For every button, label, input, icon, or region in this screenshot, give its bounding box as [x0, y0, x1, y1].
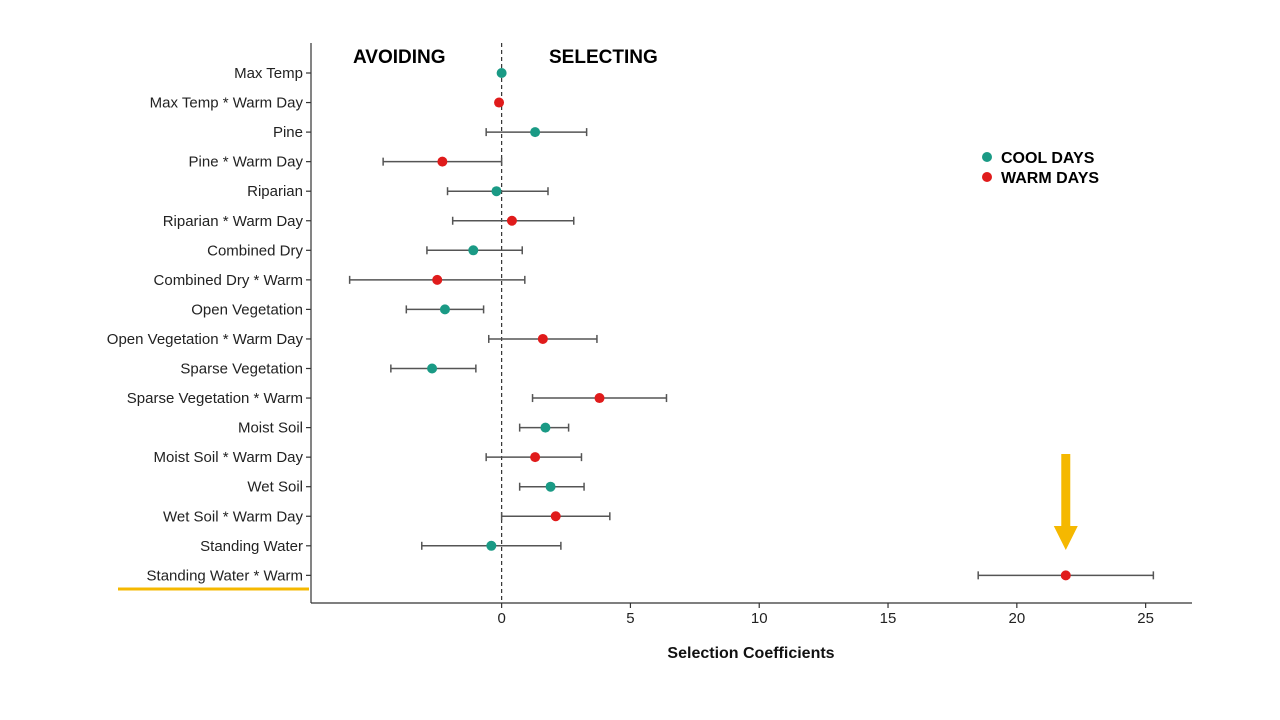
category-label: Sparse Vegetation * Warm — [127, 390, 303, 407]
category-label: Wet Soil * Warm Day — [163, 508, 304, 525]
cool-day-point — [491, 186, 502, 197]
x-axis-ticks: 0 5 10 15 20 25 — [497, 603, 1154, 627]
category-label: Pine — [273, 124, 303, 141]
cool-day-point — [545, 481, 556, 492]
category-label: Moist Soil — [238, 420, 303, 437]
highlight-arrow-head — [1053, 526, 1078, 550]
category-label: Pine * Warm Day — [189, 154, 304, 171]
category-label: Combined Dry — [207, 242, 303, 259]
x-tick-label: 25 — [1137, 610, 1154, 627]
cool-day-point — [468, 245, 479, 256]
warm-day-point — [506, 215, 517, 226]
category-label: Max Temp — [234, 65, 303, 82]
category-label: Max Temp * Warm Day — [150, 95, 304, 112]
cool-day-point — [427, 363, 438, 374]
warm-day-point — [494, 97, 505, 108]
cool-day-point — [496, 68, 507, 78]
category-label: Standing Water — [200, 538, 303, 555]
legend: COOL DAYS WARM DAYS — [982, 150, 1099, 187]
warm-day-point — [530, 452, 541, 463]
region-label-avoiding: AVOIDING — [353, 47, 446, 68]
legend-marker-warm — [982, 172, 992, 182]
legend-label-cool: COOL DAYS — [1001, 150, 1095, 167]
warm-day-point — [550, 511, 561, 522]
warm-day-point — [432, 274, 443, 285]
category-labels: Max Temp Max Temp * Warm Day Pine Pine * Wa… — [107, 65, 311, 584]
region-label-selecting: SELECTING — [549, 47, 658, 68]
category-label: Open Vegetation — [191, 301, 303, 318]
cool-day-point — [540, 422, 551, 433]
legend-label-warm: WARM DAYS — [1001, 170, 1099, 187]
x-tick-label: 0 — [497, 610, 505, 627]
x-tick-label: 15 — [880, 610, 897, 627]
x-tick-label: 5 — [626, 610, 634, 627]
category-label: Moist Soil * Warm Day — [154, 449, 304, 466]
warm-day-point — [437, 156, 448, 167]
cool-day-point — [530, 127, 541, 138]
category-label: Sparse Vegetation — [180, 361, 303, 378]
warm-day-point — [1060, 570, 1071, 581]
highlight-arrow-shaft — [1061, 454, 1071, 528]
x-tick-label: 10 — [751, 610, 768, 627]
warm-day-point — [594, 393, 605, 404]
data-points — [348, 68, 1155, 581]
x-axis-title: Selection Coefficients — [667, 645, 834, 662]
category-label: Standing Water * Warm — [147, 567, 303, 584]
x-tick-label: 20 — [1008, 610, 1025, 627]
category-label: Combined Dry * Warm — [154, 272, 303, 289]
category-label: Open Vegetation * Warm Day — [107, 331, 304, 348]
warm-day-point — [537, 333, 548, 344]
cool-day-point — [486, 540, 497, 551]
legend-marker-cool — [982, 152, 992, 162]
category-label: Wet Soil — [247, 479, 303, 496]
cool-day-point — [439, 304, 450, 315]
category-label: Riparian — [247, 183, 303, 200]
category-label: Riparian * Warm Day — [163, 213, 304, 230]
highlight-annotation — [118, 454, 1078, 591]
